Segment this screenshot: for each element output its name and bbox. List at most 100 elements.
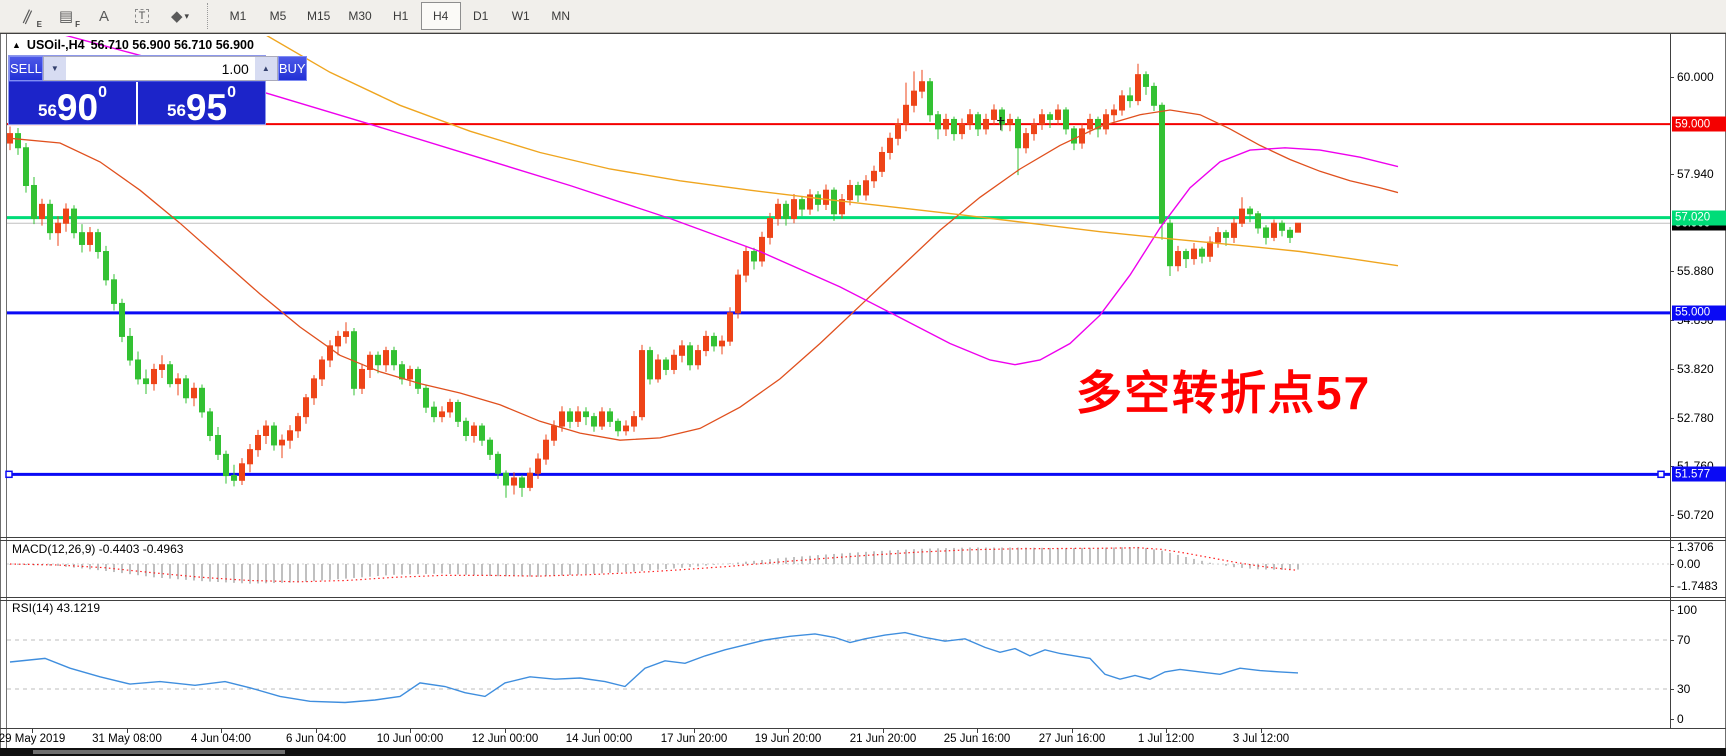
volume-decrease-button[interactable]: ▼ [43,57,66,80]
dagger-marker-icon[interactable]: † [996,114,1006,133]
price-axis-label: 53.820 [1677,361,1714,376]
line-handle-left [5,470,13,479]
time-axis-label: 6 Jun 04:00 [285,733,347,745]
time-axis-border [0,728,1726,729]
sell-button[interactable]: SELL [9,56,43,81]
macd-resize-handle-top[interactable] [0,537,1726,538]
macd-layer [7,546,1670,584]
support-55-badge: 55.000 [1672,305,1726,321]
macd-axis-label: 0.00 [1677,557,1701,571]
rsi-resize-handle-bottom[interactable] [0,600,1726,601]
fibonacci-tool-icon[interactable]: ▤ F [58,8,80,29]
chart-title: ▲ USOil-,H4 56.710 56.900 56.710 56.900 [12,38,254,52]
timeframe-button-m1[interactable]: M1 [229,9,247,23]
time-axis-label: 10 Jun 00:00 [376,733,444,745]
time-axis-label: 29 May 2019 [0,733,66,745]
rsi-resize-handle-top[interactable] [0,597,1726,598]
window-top-border [0,33,1726,34]
rsi-axis-tick [1670,610,1674,611]
timeframe-button-mn[interactable]: MN [551,9,571,23]
rsi-axis-label: 70 [1677,633,1691,647]
time-axis-tick [694,729,695,733]
buy-price[interactable]: 56 95 0 [138,82,265,126]
price-axis-tick [1670,77,1674,78]
time-axis-label: 25 Jun 16:00 [943,733,1011,745]
rsi-axis-tick [1670,640,1674,641]
macd-resize-handle-bottom[interactable] [0,540,1726,541]
price-axis-tick [1670,174,1674,176]
macd-axis-tick [1670,586,1674,588]
rsi-axis-label: 0 [1677,712,1684,726]
time-axis-tick [1072,729,1073,733]
scrollbar-thumb[interactable] [33,750,285,754]
volume-increase-button[interactable]: ▲ [254,57,277,80]
time-axis-label: 17 Jun 20:00 [660,733,728,745]
ma-magenta [65,36,1399,366]
price-axis-tick [1670,514,1674,516]
time-axis-label: 27 Jun 16:00 [1038,733,1106,745]
line-handle-right [1657,470,1665,479]
rsi-axis-tick [1670,719,1674,720]
candles-layer [7,63,1301,498]
ohlc-values: 56.710 56.900 56.710 56.900 [90,38,254,52]
sell-price-prefix: 56 [38,101,57,120]
level-57-badge: 57.020 [1672,210,1726,226]
rsi-label: RSI(14) 43.1219 [12,601,101,615]
ma-fast-red [9,109,1399,441]
collapse-triangle-icon[interactable]: ▲ [12,40,21,50]
timeframe-button-m15[interactable]: M15 [307,9,331,23]
time-axis-tick [883,729,884,733]
timeframe-button-h4[interactable]: H4 [420,2,461,30]
time-axis-tick [599,729,600,733]
bottom-scrollbar[interactable] [0,748,1726,756]
macd-axis-tick [1670,564,1674,565]
rsi-axis-label: 100 [1677,603,1698,617]
time-axis-label: 1 Jul 12:00 [1137,733,1195,745]
sell-price[interactable]: 56 90 0 [9,82,138,126]
price-axis-tick [1670,417,1674,419]
macd-label: MACD(12,26,9) -0.4403 -0.4963 [12,542,184,556]
text-label-tool-icon[interactable]: T [124,3,160,29]
symbol-period-label: USOil-,H4 [26,38,85,52]
equidistant-channel-tool-icon[interactable]: ∥ E [20,7,42,29]
buy-price-pipette: 0 [227,84,236,101]
timeframe-button-m5[interactable]: M5 [269,9,287,23]
timeframe-group: M1 M5 M15 M30 H1 H4 D1 W1 MN [218,2,581,30]
time-axis-tick [221,729,222,733]
price-axis-tick [1670,368,1674,370]
macd-axis-label: -1.7483 [1677,579,1718,594]
time-axis-label: 19 Jun 20:00 [754,733,822,745]
time-axis-tick [32,729,33,733]
rsi-line [9,631,1299,704]
timeframe-button-w1[interactable]: W1 [511,9,530,23]
drawing-tools-group: ∥ E ▤ F A T ◆ ▾ [10,3,200,29]
timeframe-button-m30[interactable]: M30 [348,9,372,23]
macd-axis-tick [1670,546,1674,548]
price-axis-label: 60.000 [1677,70,1714,84]
time-axis-tick [1261,729,1262,733]
time-axis-tick [316,729,317,733]
time-axis-label: 4 Jun 04:00 [190,733,252,745]
toolbar: ∥ E ▤ F A T ◆ ▾ M1 M5 M15 M30 H1 H4 D1 W1 MN [0,0,1726,33]
rsi-layer [7,631,1670,704]
buy-button[interactable]: BUY [277,56,307,81]
timeframe-button-d1[interactable]: D1 [473,9,489,23]
rsi-axis-tick [1670,689,1674,690]
arrows-tool-icon[interactable]: ◆ ▾ [170,8,190,25]
time-axis-tick [410,729,411,733]
volume-input[interactable] [65,57,255,80]
one-click-trading-panel: SELL ▼ ▲ BUY 56 90 0 56 95 0 [8,55,307,126]
price-axis-label: 55.880 [1677,264,1714,279]
chart-left-border [6,33,7,748]
main-chart-layer [7,36,1670,498]
chart-text-annotation: 多空转折点57 [1076,367,1372,419]
macd-signal-line [9,547,1299,583]
support-51577-badge: 51.577 [1672,466,1726,482]
time-axis-label: 21 Jun 20:00 [849,733,917,745]
ma-gold [266,36,1399,267]
text-tool-icon[interactable]: A [98,7,109,25]
timeframe-button-h1[interactable]: H1 [393,9,409,23]
macd-axis-label: 1.3706 [1677,539,1714,554]
price-axis-border [1670,33,1671,728]
